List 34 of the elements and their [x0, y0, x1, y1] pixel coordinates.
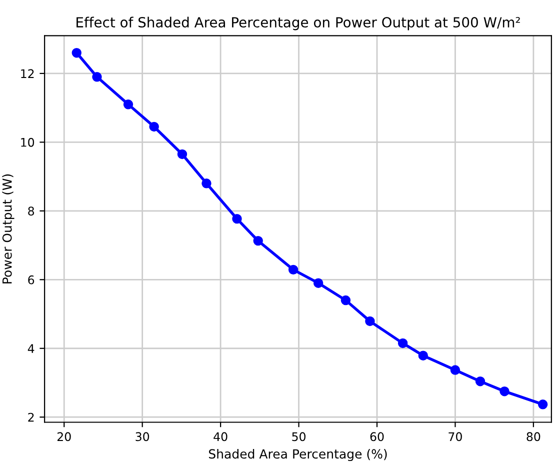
y-tick-label: 10 [21, 138, 34, 147]
point [72, 48, 82, 58]
point [340, 295, 351, 306]
y-tick-label: 12 [21, 69, 34, 78]
point [123, 100, 134, 110]
point [202, 178, 212, 188]
point [398, 338, 408, 348]
point [92, 72, 102, 82]
point [450, 365, 460, 375]
x-tick-label: 50 [292, 432, 306, 442]
point [288, 264, 298, 275]
point [253, 236, 263, 246]
point [475, 376, 486, 386]
y-tick-label: 4 [28, 344, 34, 353]
x-tick-label: 40 [214, 432, 228, 442]
point [365, 316, 375, 326]
point [538, 400, 548, 410]
point [500, 386, 510, 396]
y-tick-label: 8 [28, 206, 34, 216]
y-tick-label: 6 [28, 275, 34, 284]
x-tick-label: 80 [526, 432, 540, 442]
point [232, 214, 242, 224]
x-tick-label: 60 [370, 432, 384, 442]
y-tick-label: 2 [28, 412, 34, 422]
point [149, 122, 159, 132]
y-axis-title: Power Output (W) [2, 174, 14, 284]
point [177, 149, 188, 160]
point [313, 278, 324, 288]
point [418, 350, 428, 360]
x-tick-label: 30 [136, 432, 150, 442]
x-tick-label: 20 [57, 432, 71, 442]
x-axis-title: Shaded Area Percentage (%) [208, 448, 387, 462]
chart-title: Effect of Shaded Area Percentage on Power Output at 500 W/m² [76, 16, 520, 30]
x-tick-label: 70 [448, 432, 462, 442]
